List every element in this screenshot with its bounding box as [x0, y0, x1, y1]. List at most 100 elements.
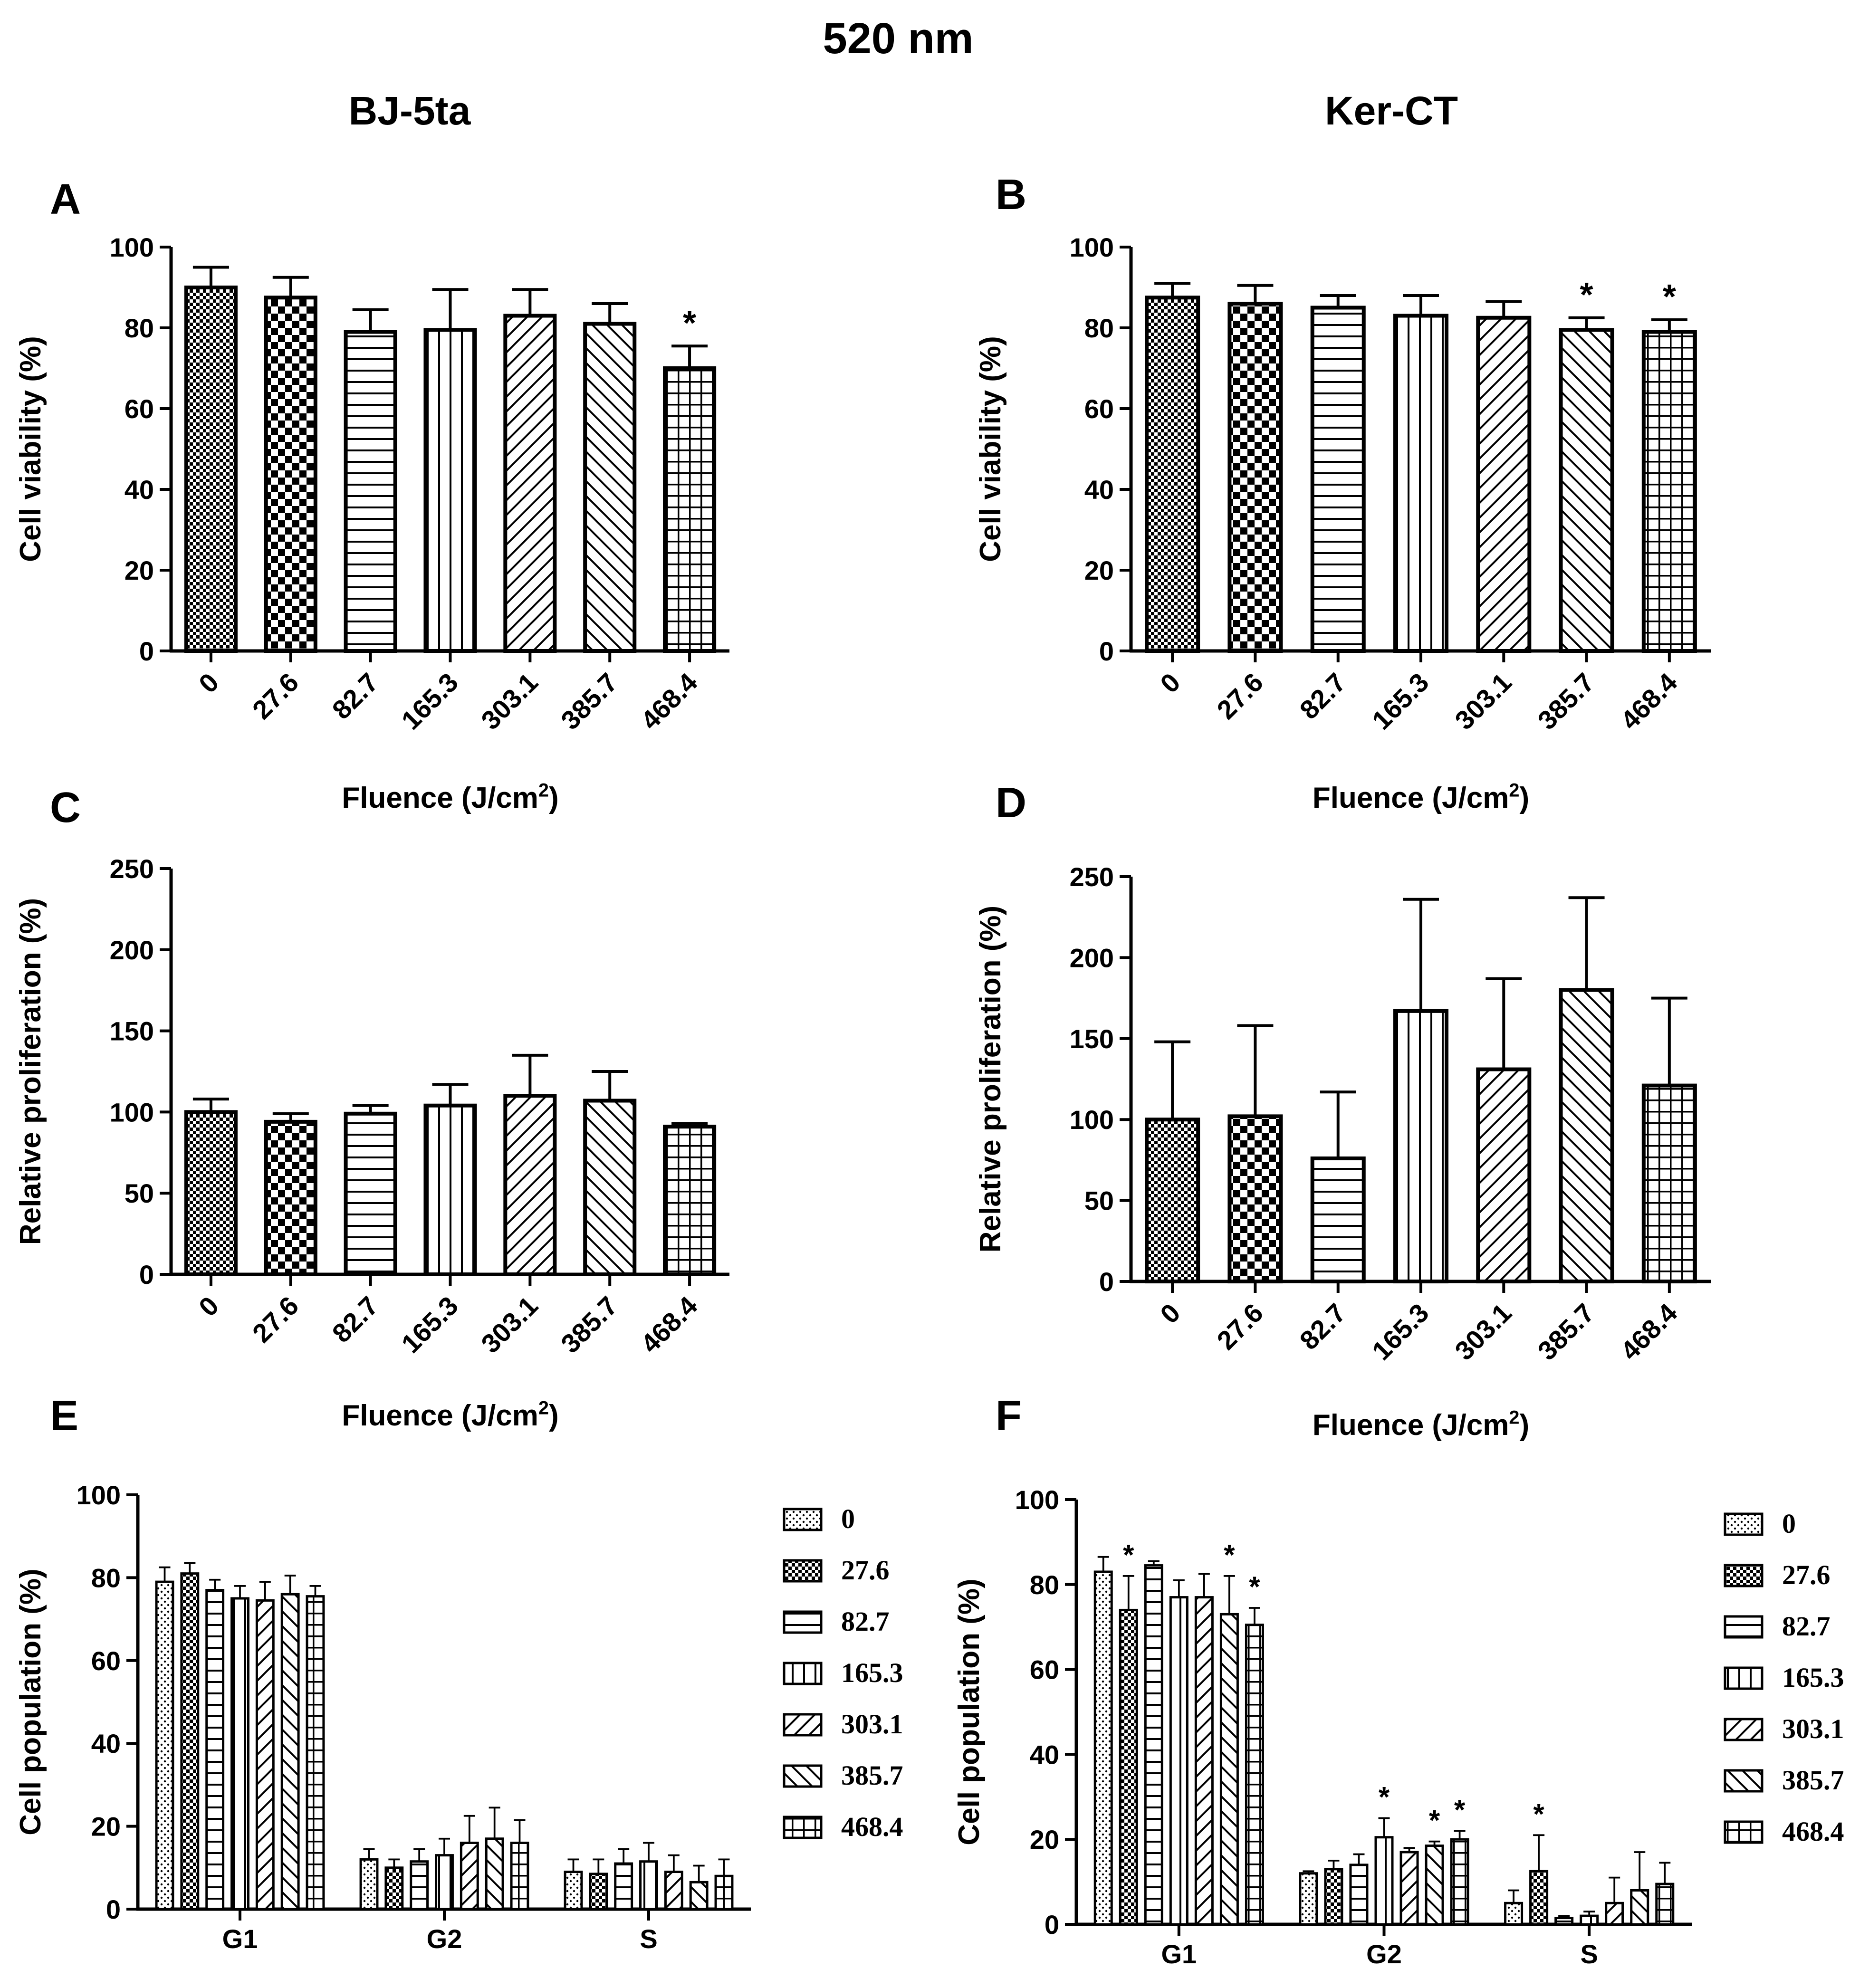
y-tick-label: 100 [77, 1480, 121, 1510]
legend-swatch [1724, 1564, 1764, 1587]
bar [1349, 1864, 1369, 1926]
bar [384, 1866, 404, 1911]
legend-label: 165.3 [1782, 1662, 1844, 1693]
x-tick-label: G1 [222, 1924, 258, 1954]
bar [1399, 1851, 1419, 1926]
bar [280, 1593, 300, 1911]
legend-swatch [1724, 1769, 1764, 1793]
y-tick-label: 100 [110, 1097, 154, 1127]
significance-star: * [1533, 1798, 1544, 1830]
bar [583, 1099, 637, 1277]
y-axis-label: Relative proliferation (%) [14, 898, 47, 1245]
x-tick-label: 82.7 [1294, 1298, 1352, 1356]
bar [184, 1110, 238, 1276]
y-tick-label: 60 [1030, 1655, 1059, 1685]
bar [1093, 1570, 1113, 1926]
y-axis-label: Cell population (%) [953, 1578, 986, 1845]
y-tick-label: 0 [139, 1260, 154, 1290]
bar [1450, 1838, 1469, 1926]
bar [1554, 1917, 1574, 1926]
legend-label: 303.1 [841, 1709, 903, 1740]
legend-swatch [1724, 1615, 1764, 1639]
significance-star: * [1429, 1805, 1440, 1836]
panel-letter-b: B [996, 171, 1026, 219]
bar [1425, 1845, 1444, 1926]
bar [1245, 1624, 1264, 1926]
bar [1476, 1067, 1532, 1283]
panel-letter-c: C [50, 784, 81, 832]
x-tick-label: 165.3 [395, 667, 464, 736]
legend-label: 0 [841, 1503, 855, 1534]
y-tick-label: 50 [125, 1178, 154, 1208]
bar [583, 322, 637, 653]
bar [1119, 1608, 1138, 1926]
y-tick-label: 20 [1030, 1825, 1059, 1854]
panel-a-chart: 0 20 40 60 80 100 Cell viability (%) 0 27.6 82.7 1… [14, 232, 729, 814]
y-tick-label: 40 [91, 1729, 121, 1759]
bar [1630, 1889, 1649, 1926]
x-tick-label: G2 [1366, 1939, 1402, 1969]
y-tick-label: 60 [125, 394, 154, 424]
legend-label: 385.7 [1782, 1765, 1844, 1796]
x-tick-label: 303.1 [475, 1290, 544, 1359]
panel-letter-a: A [50, 176, 81, 223]
legend-label: 468.4 [1782, 1816, 1844, 1847]
bar [1227, 302, 1283, 653]
x-tick-label: 27.6 [247, 1290, 305, 1348]
x-tick-label: 468.4 [635, 667, 703, 736]
bar [423, 1103, 477, 1277]
bar [689, 1881, 709, 1911]
bar [264, 1119, 317, 1276]
x-tick-label: 303.1 [1449, 1298, 1517, 1366]
bar [410, 1860, 429, 1911]
bar [255, 1599, 275, 1911]
x-tick-label: 165.3 [1366, 667, 1435, 736]
y-tick-label: 150 [1070, 1024, 1114, 1054]
bar [1559, 988, 1614, 1284]
y-tick-label: 20 [91, 1812, 121, 1842]
panel-letter-f: F [996, 1392, 1022, 1440]
bar [1655, 1883, 1675, 1926]
bar [205, 1589, 225, 1911]
y-tick-label: 60 [1084, 394, 1114, 424]
panel-e-chart: 0 20 40 60 80 100 Cell population (%) G1 G2 S 0 27.… [14, 1480, 903, 1954]
column-title-bj5ta: BJ-5ta [349, 88, 471, 133]
legend-label: 468.4 [841, 1811, 903, 1842]
legend-swatch [783, 1816, 823, 1839]
bar [1145, 1118, 1200, 1283]
x-tick-label: 82.7 [326, 1290, 384, 1348]
y-axis-label: Cell population (%) [14, 1568, 47, 1835]
panel-b-chart: 0 20 40 60 80 100 Cell viability (%) 0 27.6 82.7 1… [974, 232, 1711, 814]
bar [230, 1597, 249, 1911]
bar [344, 1111, 397, 1276]
x-tick-label: 0 [193, 667, 225, 699]
bar [435, 1854, 454, 1911]
bar [1194, 1596, 1214, 1926]
bar [503, 314, 557, 653]
bar [714, 1874, 734, 1911]
significance-star: * [1379, 1781, 1390, 1813]
bar [1476, 315, 1532, 653]
bar [460, 1841, 479, 1911]
x-tick-label: 165.3 [395, 1290, 464, 1359]
y-tick-label: 80 [125, 313, 154, 343]
x-axis-label: Fluence (J/cm2) [1313, 1407, 1529, 1442]
figure-title: 520 nm [823, 14, 973, 63]
legend-swatch [783, 1713, 823, 1737]
legend-swatch [783, 1662, 823, 1685]
legend-label: 0 [1782, 1508, 1796, 1539]
x-tick-label: 468.4 [635, 1290, 703, 1359]
bar [564, 1871, 583, 1911]
bar [1559, 328, 1614, 653]
bar [1504, 1902, 1524, 1926]
y-tick-label: 100 [1015, 1485, 1059, 1515]
significance-star: * [683, 304, 696, 342]
y-tick-label: 0 [1045, 1910, 1059, 1940]
bar [1580, 1914, 1599, 1926]
legend-label: 27.6 [1782, 1559, 1831, 1590]
x-axis-label: Fluence (J/cm2) [342, 1397, 558, 1432]
bar [503, 1094, 557, 1276]
x-tick-label: 82.7 [326, 667, 384, 725]
y-tick-label: 50 [1084, 1186, 1114, 1216]
y-tick-label: 40 [125, 475, 154, 505]
